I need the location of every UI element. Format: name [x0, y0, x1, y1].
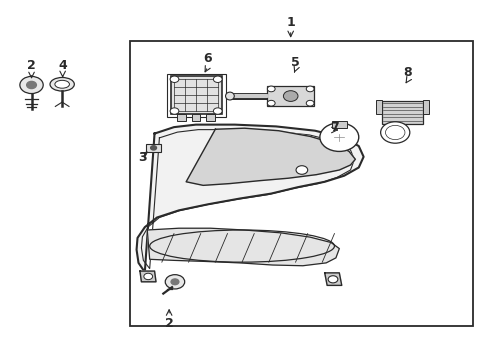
- Bar: [130, 41, 472, 327]
- Circle shape: [295, 166, 307, 174]
- Circle shape: [150, 146, 156, 150]
- Bar: [331, 121, 346, 128]
- Circle shape: [165, 275, 184, 289]
- Bar: [205, 114, 214, 121]
- Circle shape: [170, 76, 179, 82]
- Text: 5: 5: [290, 55, 299, 69]
- Circle shape: [267, 100, 275, 106]
- Circle shape: [170, 108, 179, 114]
- Bar: [381, 101, 422, 124]
- Bar: [422, 100, 428, 114]
- Bar: [375, 100, 381, 114]
- Circle shape: [213, 76, 222, 82]
- Circle shape: [267, 86, 275, 92]
- Circle shape: [319, 123, 358, 152]
- Polygon shape: [186, 128, 355, 185]
- Circle shape: [327, 276, 337, 283]
- Text: 8: 8: [403, 66, 411, 79]
- Ellipse shape: [55, 80, 69, 88]
- Circle shape: [305, 86, 313, 92]
- Bar: [177, 114, 185, 121]
- Text: 3: 3: [138, 151, 146, 165]
- Polygon shape: [140, 271, 156, 282]
- Text: 1: 1: [286, 15, 294, 28]
- Circle shape: [20, 76, 43, 94]
- Circle shape: [283, 91, 297, 102]
- Bar: [191, 114, 200, 121]
- Ellipse shape: [50, 77, 74, 91]
- Bar: [166, 73, 225, 117]
- Text: 4: 4: [58, 59, 67, 72]
- Text: 6: 6: [203, 52, 212, 65]
- Polygon shape: [147, 228, 339, 266]
- Circle shape: [27, 81, 36, 89]
- Polygon shape: [324, 273, 341, 285]
- Bar: [170, 76, 221, 114]
- Bar: [146, 144, 161, 152]
- Polygon shape: [136, 125, 363, 272]
- Bar: [267, 86, 313, 106]
- Circle shape: [213, 108, 222, 114]
- Ellipse shape: [225, 92, 234, 100]
- Text: 7: 7: [329, 121, 338, 134]
- Circle shape: [143, 273, 152, 280]
- Circle shape: [380, 122, 409, 143]
- Circle shape: [171, 279, 179, 285]
- Circle shape: [305, 100, 313, 106]
- Text: 2: 2: [27, 59, 36, 72]
- Text: 2: 2: [164, 317, 173, 330]
